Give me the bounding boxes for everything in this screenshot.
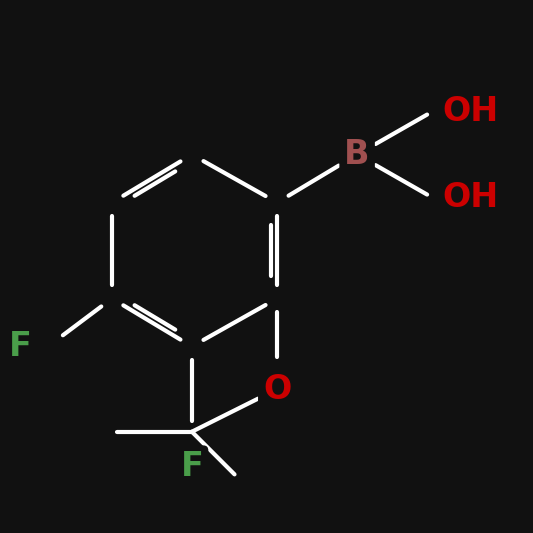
Text: F: F [181, 450, 203, 483]
Text: OH: OH [442, 95, 499, 128]
Text: OH: OH [442, 181, 499, 214]
Text: B: B [344, 138, 370, 171]
Text: F: F [9, 330, 32, 363]
Text: B: B [344, 138, 370, 171]
Text: F: F [9, 330, 32, 363]
Text: OH: OH [442, 95, 499, 128]
Text: O: O [263, 373, 292, 406]
Text: OH: OH [442, 181, 499, 214]
Text: O: O [263, 373, 292, 406]
Text: F: F [181, 450, 203, 483]
